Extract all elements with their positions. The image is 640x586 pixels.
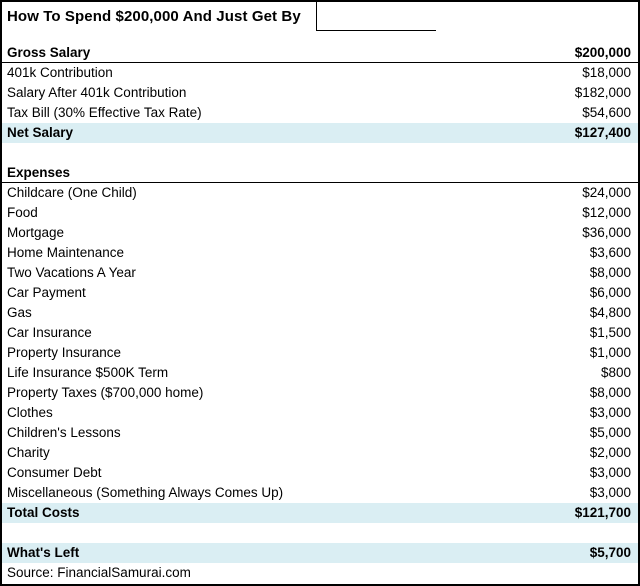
row-label: What's Left xyxy=(7,545,80,560)
row-value: $2,000 xyxy=(589,445,631,460)
row-label: Childcare (One Child) xyxy=(7,185,137,200)
row-label: Miscellaneous (Something Always Comes Up… xyxy=(7,485,284,500)
row-label: Two Vacations A Year xyxy=(7,265,136,280)
row-value: $3,000 xyxy=(589,465,631,480)
row-value: $4,800 xyxy=(589,305,631,320)
table-row: Gross Salary $200,000 xyxy=(2,43,638,63)
table-row: Clothes $3,000 xyxy=(2,403,638,423)
row-value: $121,700 xyxy=(574,505,631,520)
row-label: Mortgage xyxy=(7,225,65,240)
row-label: Gas xyxy=(7,305,32,320)
table-row: Gas $4,800 xyxy=(2,303,638,323)
table-row: Property Insurance $1,000 xyxy=(2,343,638,363)
row-label: Food xyxy=(7,205,38,220)
table-row: Food $12,000 xyxy=(2,203,638,223)
table-row: Salary After 401k Contribution $182,000 xyxy=(2,83,638,103)
table-row: Children's Lessons $5,000 xyxy=(2,423,638,443)
row-label: Property Insurance xyxy=(7,345,122,360)
title-cell-right-border xyxy=(316,2,317,31)
row-value: $8,000 xyxy=(589,385,631,400)
table-row: Car Insurance $1,500 xyxy=(2,323,638,343)
table-row: Childcare (One Child) $24,000 xyxy=(2,183,638,203)
table-row: Mortgage $36,000 xyxy=(2,223,638,243)
table-row: Expenses xyxy=(2,163,638,183)
spacer-row xyxy=(2,523,638,543)
row-value: $3,000 xyxy=(589,485,631,500)
table-row: Miscellaneous (Something Always Comes Up… xyxy=(2,483,638,503)
row-label: Gross Salary xyxy=(7,44,91,60)
table-row: Property Taxes ($700,000 home) $8,000 xyxy=(2,383,638,403)
spacer-row xyxy=(2,30,638,43)
row-value: $5,000 xyxy=(589,425,631,440)
spacer-row xyxy=(2,143,638,163)
table-row: Charity $2,000 xyxy=(2,443,638,463)
row-label: Consumer Debt xyxy=(7,465,102,480)
table-row: Home Maintenance $3,600 xyxy=(2,243,638,263)
source-note: Source: FinancialSamurai.com xyxy=(7,565,191,580)
table-row: Tax Bill (30% Effective Tax Rate) $54,600 xyxy=(2,103,638,123)
row-label: Property Taxes ($700,000 home) xyxy=(7,385,204,400)
row-value: $12,000 xyxy=(582,205,631,220)
row-value: $3,000 xyxy=(589,405,631,420)
row-value: $200,000 xyxy=(574,44,631,60)
table-row: Life Insurance $500K Term $800 xyxy=(2,363,638,383)
row-label: Car Insurance xyxy=(7,325,92,340)
table-row: What's Left $5,700 xyxy=(2,543,638,563)
table-row: Consumer Debt $3,000 xyxy=(2,463,638,483)
row-label: Tax Bill (30% Effective Tax Rate) xyxy=(7,105,202,120)
table-row: Car Payment $6,000 xyxy=(2,283,638,303)
row-label: Total Costs xyxy=(7,505,80,520)
source-row: Source: FinancialSamurai.com xyxy=(2,563,638,582)
table-row: Total Costs $121,700 xyxy=(2,503,638,523)
table-row: Two Vacations A Year $8,000 xyxy=(2,263,638,283)
row-value: $18,000 xyxy=(582,65,631,80)
row-label: Car Payment xyxy=(7,285,86,300)
row-value: $36,000 xyxy=(582,225,631,240)
page-title: How To Spend $200,000 And Just Get By xyxy=(7,8,301,25)
row-label: Clothes xyxy=(7,405,53,420)
row-value: $54,600 xyxy=(582,105,631,120)
row-value: $3,600 xyxy=(589,245,631,260)
table-row: Net Salary $127,400 xyxy=(2,123,638,143)
row-value: $8,000 xyxy=(589,265,631,280)
row-label: Life Insurance $500K Term xyxy=(7,365,169,380)
row-label: Home Maintenance xyxy=(7,245,125,260)
row-value: $127,400 xyxy=(574,125,631,140)
row-label: Salary After 401k Contribution xyxy=(7,85,187,100)
title-adjacent-cell-bottom-border xyxy=(316,30,436,31)
table-body: Gross Salary $200,000 401k Contribution $18… xyxy=(2,30,638,582)
row-label: Expenses xyxy=(7,164,71,180)
row-value: $5,700 xyxy=(589,545,631,560)
row-value: $24,000 xyxy=(582,185,631,200)
row-label: Net Salary xyxy=(7,125,74,140)
row-value: $1,500 xyxy=(589,325,631,340)
row-value: $182,000 xyxy=(574,85,631,100)
row-value: $1,000 xyxy=(589,345,631,360)
table-row: 401k Contribution $18,000 xyxy=(2,63,638,83)
row-value: $6,000 xyxy=(589,285,631,300)
row-label: 401k Contribution xyxy=(7,65,113,80)
row-value: $800 xyxy=(600,365,631,380)
row-label: Charity xyxy=(7,445,50,460)
row-label: Children's Lessons xyxy=(7,425,121,440)
